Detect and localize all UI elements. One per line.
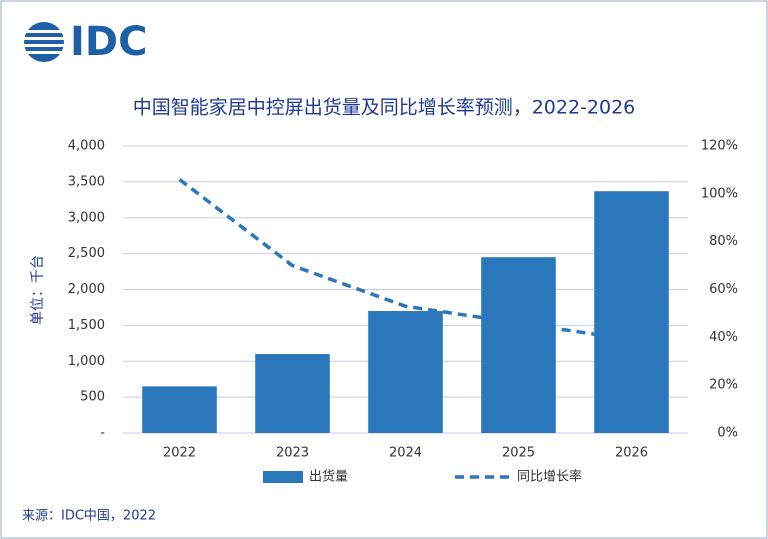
logo: IDC <box>70 19 147 65</box>
y2-tick-label: 60% <box>709 282 738 297</box>
y-tick-label: 3,000 <box>68 210 105 225</box>
x-tick-label: 2023 <box>276 446 309 461</box>
x-tick-label: 2022 <box>163 446 196 461</box>
y-tick-label: - <box>100 426 105 441</box>
legend-label: 同比增长率 <box>517 469 582 485</box>
bar <box>594 191 669 433</box>
y-tick-label: 1,000 <box>68 354 105 369</box>
y2-tick-label: 0% <box>717 426 738 441</box>
y-axis-label: 单位：千台 <box>30 255 46 325</box>
bar <box>142 386 217 433</box>
legend-label: 出货量 <box>309 469 348 485</box>
y2-tick-label: 40% <box>709 330 738 345</box>
chart-title: 中国智能家居中控屏出货量及同比增长率预测，2022-2026 <box>133 97 636 119</box>
line <box>178 178 632 342</box>
bar <box>481 257 556 433</box>
bar <box>368 311 443 433</box>
y-tick-label: 4,000 <box>68 139 105 154</box>
x-tick-label: 2024 <box>389 446 422 461</box>
y2-tick-label: 120% <box>701 139 738 154</box>
legend-swatch <box>263 471 303 483</box>
y-tick-label: 500 <box>80 390 105 405</box>
logo-mark <box>22 22 66 62</box>
x-tick-label: 2026 <box>615 446 648 461</box>
y-tick-label: 3,500 <box>68 174 105 189</box>
x-tick-label: 2025 <box>502 446 535 461</box>
y-tick-label: 2,000 <box>68 282 105 297</box>
y2-tick-label: 20% <box>709 378 738 393</box>
bar <box>255 354 330 433</box>
y-tick-label: 2,500 <box>68 246 105 261</box>
source: 来源：IDC中国，2022 <box>22 509 156 524</box>
y2-tick-label: 80% <box>709 234 738 249</box>
y2-tick-label: 100% <box>701 186 738 201</box>
y-tick-label: 1,500 <box>68 318 105 333</box>
